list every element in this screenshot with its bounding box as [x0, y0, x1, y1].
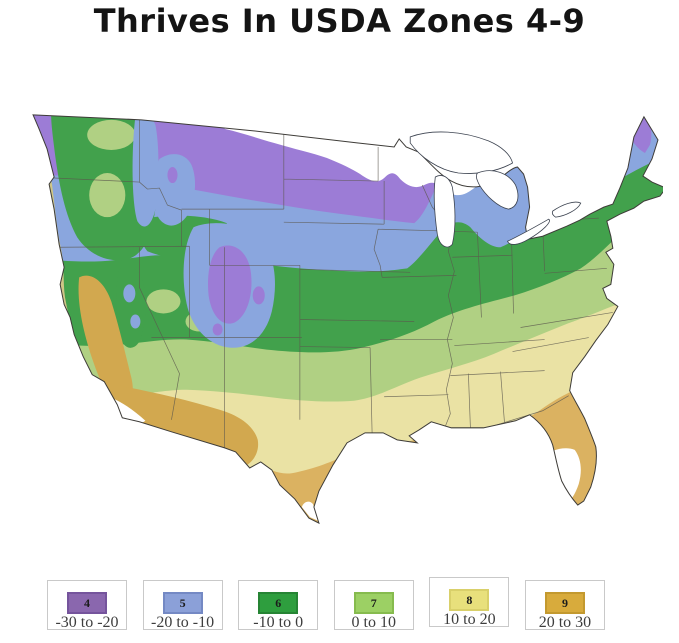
zone-5-number: 5 — [179, 595, 186, 610]
lake-huron — [475, 170, 519, 210]
legend-item-zone-4: 4 -30 to -20 — [47, 580, 127, 631]
zone-6-number: 6 — [275, 595, 282, 610]
lake-ontario — [551, 201, 582, 218]
zone-4-swatch: 4 — [67, 592, 107, 614]
zone-6-range: -10 to 0 — [253, 614, 304, 631]
legend-item-zone-5: 5 -20 to -10 — [142, 580, 223, 631]
lake-superior — [409, 131, 513, 174]
zone-5-range: -20 to -10 — [151, 614, 215, 631]
zone-8-swatch: 8 — [449, 589, 490, 611]
zone-9-range: 20 to 30 — [538, 614, 592, 631]
zone-7-swatch: 7 — [353, 592, 394, 614]
zone-4-range: -30 to -20 — [55, 614, 119, 631]
zone-legend: 4 -30 to -20 5 -20 to -10 6 -10 to 0 7 0… — [47, 577, 605, 631]
zone-8-range: 10 to 20 — [443, 611, 496, 628]
legend-item-zone-6: 6 -10 to 0 — [238, 580, 319, 631]
lake-erie — [507, 218, 550, 245]
usda-zones-map — [32, 114, 663, 525]
lake-michigan — [433, 175, 456, 248]
zone-9-west-regions — [78, 275, 259, 467]
zone-7-number: 7 — [370, 595, 377, 610]
legend-item-zone-9: 9 20 to 30 — [524, 580, 605, 631]
zone-9-number: 9 — [561, 595, 568, 610]
great-lakes — [409, 131, 582, 248]
zone-6-swatch: 6 — [258, 592, 299, 614]
zone-5-swatch: 5 — [162, 592, 203, 614]
zone-8-number: 8 — [466, 592, 473, 607]
zone-4-number: 4 — [84, 595, 90, 610]
zone-7-range: 0 to 10 — [351, 614, 396, 631]
zone-9-swatch: 9 — [544, 592, 585, 614]
legend-item-zone-7: 7 0 to 10 — [333, 580, 414, 631]
page-title: Thrives In USDA Zones 4-9 — [93, 2, 586, 40]
legend-item-zone-8: 8 10 to 20 — [429, 577, 510, 628]
